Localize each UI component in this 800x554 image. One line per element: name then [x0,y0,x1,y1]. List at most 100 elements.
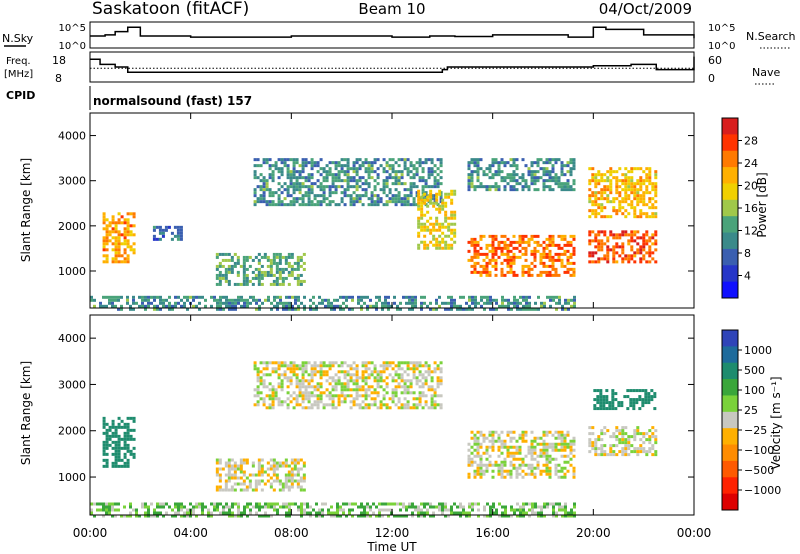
data-cell [117,446,121,450]
data-cell [572,267,576,271]
data-cell [153,508,156,512]
data-cell [231,301,234,305]
data-cell [195,502,198,506]
data-cell [415,185,419,189]
data-cell [102,446,106,450]
data-cell [627,242,631,246]
data-cell [298,197,302,201]
data-cell [174,514,177,518]
data-cell [289,179,293,183]
data-cell [424,197,428,201]
data-cell [403,203,407,207]
data-cell [473,460,477,464]
data-cell [117,425,121,429]
data-cell [588,188,592,192]
freq-right-tick-top: 60 [708,54,722,67]
data-cell [609,185,613,189]
data-cell [453,234,457,238]
data-cell [545,472,549,476]
data-cell [301,185,305,189]
data-cell [168,295,171,299]
data-cell [364,391,368,395]
data-cell [435,219,439,223]
data-cell [262,188,266,192]
data-cell [548,475,552,479]
data-cell [245,485,249,489]
y-tick-label: 1000 [58,265,86,278]
data-cell [476,240,480,244]
data-cell [441,231,445,235]
data-cell [275,261,279,265]
data-cell [153,304,156,308]
data-cell [644,389,648,393]
data-cell [280,382,284,386]
data-cell [409,185,413,189]
data-cell [642,191,646,195]
data-cell [123,440,127,444]
data-cell [471,295,474,299]
data-cell [415,173,419,177]
data-cell [473,161,477,165]
data-cell [435,195,439,199]
data-cell [482,234,486,238]
data-cell [258,505,261,509]
data-cell [542,252,546,256]
data-cell [364,376,368,380]
data-cell [153,514,156,518]
data-cell [436,382,440,386]
data-cell [215,470,219,474]
data-cell [412,167,416,171]
data-cell [280,379,284,383]
data-cell [90,295,93,299]
data-cell [246,505,249,509]
data-cell [603,230,607,234]
data-cell [126,254,130,258]
data-cell [515,240,519,244]
data-cell [303,511,306,515]
data-cell [393,301,396,305]
data-cell [491,158,495,162]
data-cell [289,400,293,404]
data-cell [336,502,339,506]
data-cell [313,373,317,377]
data-cell [346,164,350,168]
data-cell [497,188,501,192]
power-colorbar-tick-label: 20 [744,180,758,193]
data-cell [132,455,136,459]
data-cell [105,446,109,450]
data-cell [289,376,293,380]
data-cell [488,170,492,174]
data-cell [102,239,106,243]
data-cell [563,472,567,476]
data-cell [239,464,243,468]
data-cell [424,161,428,165]
data-cell [391,391,395,395]
data-cell [111,215,115,219]
data-cell [231,298,234,302]
data-cell [518,466,522,470]
data-cell [313,385,317,389]
data-cell [474,298,477,302]
data-cell [388,197,392,201]
data-cell [489,301,492,305]
data-cell [470,179,474,183]
data-cell [444,301,447,305]
data-cell [291,502,294,506]
data-cell [406,173,410,177]
data-cell [322,197,326,201]
data-cell [409,391,413,395]
data-cell [256,379,260,383]
data-cell [433,400,437,404]
data-cell [105,233,109,237]
data-cell [258,508,261,512]
data-cell [268,203,272,207]
data-cell [246,301,249,305]
x-tick-label: 16:00 [475,526,510,540]
velocity-colorbar-block [722,379,738,396]
data-cell [420,508,423,512]
data-cell [594,176,598,180]
data-cell [218,279,222,283]
data-cell [518,234,522,238]
data-cell [400,406,404,410]
